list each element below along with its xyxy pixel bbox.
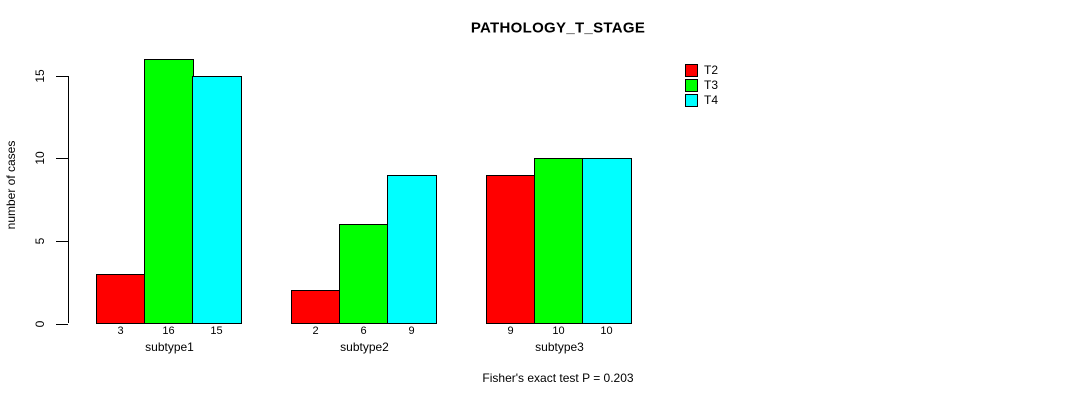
y-axis-tick	[56, 75, 68, 77]
y-axis-label: number of cases	[4, 140, 18, 230]
y-axis-tick-label: 0	[33, 320, 47, 327]
bar-value-subtype1-T3: 16	[162, 325, 175, 337]
legend-swatch-T3	[685, 78, 698, 92]
category-label-subtype2: subtype2	[340, 340, 389, 354]
bar-subtype2-T2	[291, 290, 341, 325]
y-axis-tick-label: 5	[33, 237, 47, 245]
y-axis-tick-label: 10	[33, 151, 47, 165]
bar-subtype3-T4	[582, 158, 632, 325]
bar-subtype1-T2	[96, 273, 146, 325]
y-axis-line	[68, 75, 69, 324]
category-label-subtype3: subtype3	[535, 340, 584, 354]
bar-value-subtype2-T2: 2	[312, 325, 319, 337]
bar-subtype1-T4	[192, 75, 242, 325]
bar-value-subtype1-T4: 15	[210, 325, 223, 337]
bar-subtype2-T4	[387, 174, 437, 325]
legend-row-T4: T4	[685, 93, 718, 107]
legend-label-T3: T3	[704, 77, 719, 92]
legend-row-T2: T2	[685, 63, 718, 77]
bar-subtype3-T2	[486, 174, 536, 325]
legend-label-T2: T2	[704, 62, 719, 77]
y-axis-tick	[56, 158, 68, 160]
annotation-fisher-test: Fisher's exact test P = 0.203	[482, 371, 634, 385]
bar-value-subtype1-T2: 3	[117, 325, 124, 337]
bar-value-subtype3-T2: 9	[507, 325, 514, 337]
bar-value-subtype2-T4: 9	[408, 325, 415, 337]
y-axis-tick-label: 15	[33, 68, 47, 83]
legend-swatch-T4	[685, 93, 698, 107]
legend-swatch-T2	[685, 63, 698, 77]
bar-value-subtype3-T3: 10	[552, 325, 565, 337]
legend: T2 T3 T4	[685, 63, 718, 108]
legend-row-T3: T3	[685, 78, 718, 92]
bar-value-subtype2-T3: 6	[360, 325, 367, 337]
chart-title: PATHOLOGY_T_STAGE	[470, 19, 646, 37]
y-axis-tick	[56, 240, 68, 242]
bar-value-subtype3-T4: 10	[600, 325, 613, 337]
bar-subtype2-T3	[339, 224, 389, 325]
legend-label-T4: T4	[704, 92, 719, 107]
category-label-subtype1: subtype1	[145, 340, 194, 354]
bar-subtype1-T3	[144, 58, 194, 325]
bar-subtype3-T3	[534, 158, 584, 325]
y-axis-tick	[56, 323, 68, 325]
